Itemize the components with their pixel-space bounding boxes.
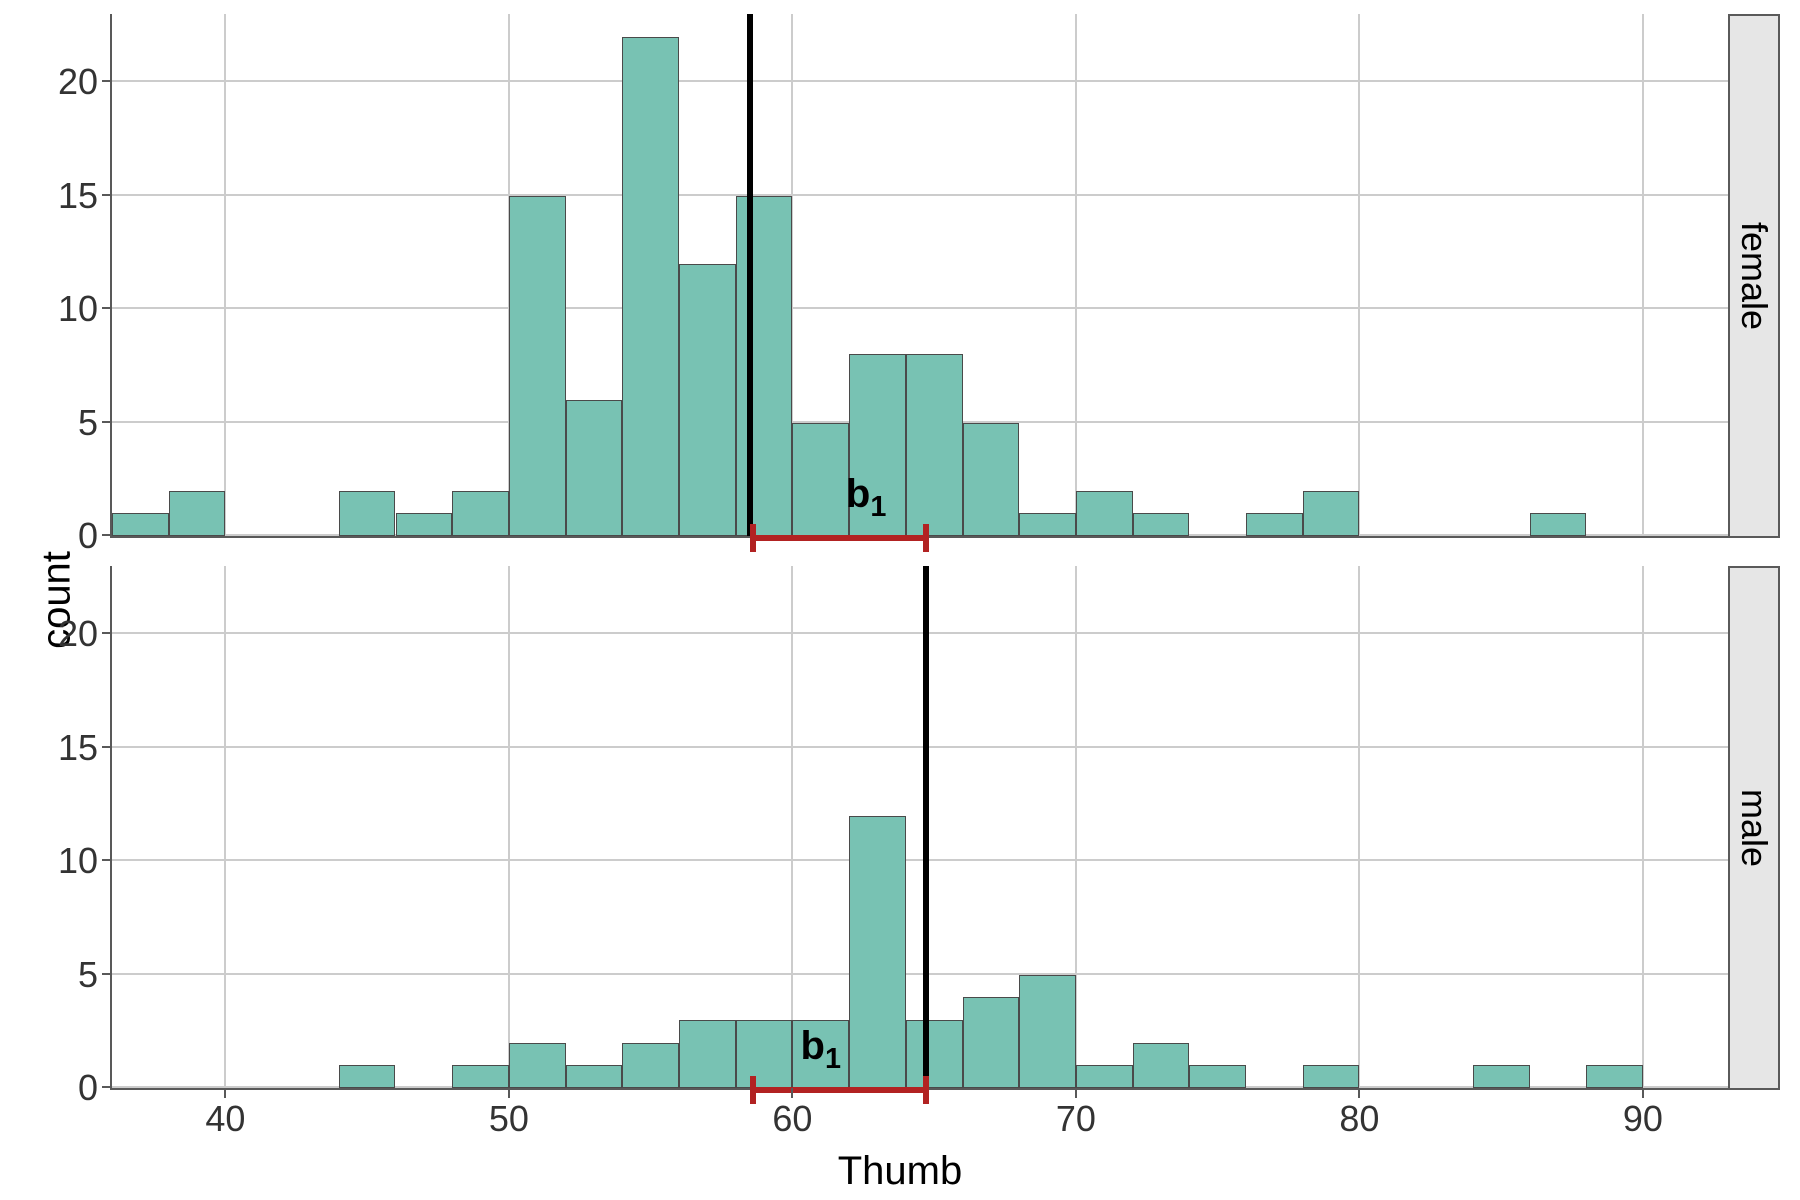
- y-tick: [102, 973, 112, 975]
- y-tick-label: 0: [78, 515, 112, 557]
- x-tick: [508, 1088, 510, 1098]
- gridline-vertical: [1358, 566, 1360, 1088]
- difference-bracket: [750, 524, 926, 552]
- facet-row: b105101520405060708090male: [110, 566, 1780, 1090]
- facet-panels: b105101520femaleb105101520405060708090ma…: [110, 14, 1780, 1090]
- figure: count b105101520femaleb10510152040506070…: [0, 0, 1800, 1200]
- histogram-bar: [849, 816, 906, 1088]
- plot-area: b105101520405060708090: [110, 566, 1728, 1090]
- x-tick: [224, 1088, 226, 1098]
- facet-label: male: [1733, 789, 1775, 867]
- gridline-vertical: [1642, 566, 1644, 1088]
- y-tick-label: 10: [58, 288, 112, 330]
- histogram-bar: [509, 196, 566, 536]
- y-tick: [102, 632, 112, 634]
- y-tick-label: 15: [58, 175, 112, 217]
- histogram-bar: [339, 1065, 396, 1088]
- y-tick: [102, 1086, 112, 1088]
- histogram-bar: [1473, 1065, 1530, 1088]
- gridline-horizontal: [112, 746, 1728, 748]
- y-tick: [102, 80, 112, 82]
- y-tick: [102, 746, 112, 748]
- histogram-bar: [1133, 1043, 1190, 1088]
- histogram-bar: [792, 423, 849, 536]
- mean-vline: [923, 566, 929, 1088]
- histogram-bar: [509, 1043, 566, 1088]
- gridline-horizontal: [112, 194, 1728, 196]
- gridline-vertical: [508, 566, 510, 1088]
- gridline-horizontal: [112, 859, 1728, 861]
- histogram-bar: [963, 423, 1020, 536]
- y-tick-label: 5: [78, 954, 112, 996]
- y-tick-label: 15: [58, 727, 112, 769]
- y-tick: [102, 859, 112, 861]
- y-tick: [102, 194, 112, 196]
- y-tick: [102, 307, 112, 309]
- histogram-bar: [622, 37, 679, 536]
- histogram-bar: [169, 491, 226, 536]
- histogram-bar: [906, 354, 963, 536]
- gridline-vertical: [1358, 14, 1360, 536]
- y-tick: [102, 534, 112, 536]
- facet-label: female: [1733, 222, 1775, 330]
- histogram-bar: [1076, 1065, 1133, 1088]
- histogram-bar: [1530, 513, 1587, 536]
- facet-strip: female: [1728, 14, 1780, 538]
- histogram-bar: [679, 1020, 736, 1088]
- gridline-vertical: [224, 566, 226, 1088]
- plot-area: b105101520: [110, 14, 1728, 538]
- histogram-bar: [1189, 1065, 1246, 1088]
- histogram-bar: [1303, 491, 1360, 536]
- gridline-vertical: [1075, 14, 1077, 536]
- histogram-bar: [566, 400, 623, 536]
- histogram-bar: [1303, 1065, 1360, 1088]
- histogram-bar: [112, 513, 169, 536]
- gridline-horizontal: [112, 632, 1728, 634]
- gridline-horizontal: [112, 973, 1728, 975]
- y-tick-label: 20: [58, 61, 112, 103]
- histogram-bar: [339, 491, 396, 536]
- gridline-vertical: [791, 566, 793, 1088]
- histogram-bar: [963, 997, 1020, 1088]
- bracket-label: b1: [846, 472, 886, 524]
- histogram-bar: [736, 196, 793, 536]
- histogram-bar: [622, 1043, 679, 1088]
- x-tick: [1358, 1088, 1360, 1098]
- y-tick-label: 0: [78, 1067, 112, 1109]
- histogram-bar: [1076, 491, 1133, 536]
- y-tick-label: 20: [58, 613, 112, 655]
- histogram-bar: [452, 1065, 509, 1088]
- y-tick-label: 10: [58, 840, 112, 882]
- histogram-bar: [396, 513, 453, 536]
- gridline-horizontal: [112, 307, 1728, 309]
- histogram-bar: [566, 1065, 623, 1088]
- histogram-bar: [1133, 513, 1190, 536]
- histogram-bar: [1019, 975, 1076, 1088]
- gridline-horizontal: [112, 80, 1728, 82]
- gridline-vertical: [1642, 14, 1644, 536]
- x-axis-label: Thumb: [0, 1149, 1800, 1194]
- histogram-bar: [679, 264, 736, 536]
- histogram-bar: [1019, 513, 1076, 536]
- gridline-vertical: [224, 14, 226, 536]
- facet-strip: male: [1728, 566, 1780, 1090]
- bracket-label: b1: [801, 1024, 841, 1076]
- histogram-bar: [1586, 1065, 1643, 1088]
- x-tick: [1075, 1088, 1077, 1098]
- mean-vline: [747, 14, 753, 536]
- y-tick-label: 5: [78, 402, 112, 444]
- y-tick: [102, 421, 112, 423]
- x-tick: [1642, 1088, 1644, 1098]
- histogram-bar: [1246, 513, 1303, 536]
- x-tick: [791, 1088, 793, 1098]
- facet-row: b105101520female: [110, 14, 1780, 538]
- histogram-bar: [452, 491, 509, 536]
